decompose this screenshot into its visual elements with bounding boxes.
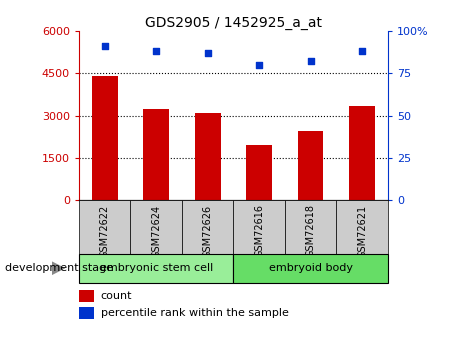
Text: GSM72624: GSM72624	[151, 204, 161, 257]
Polygon shape	[52, 262, 65, 275]
Text: embryonic stem cell: embryonic stem cell	[100, 263, 213, 273]
Text: embryoid body: embryoid body	[269, 263, 353, 273]
Bar	[336, 200, 388, 254]
Text: percentile rank within the sample: percentile rank within the sample	[101, 308, 289, 318]
Text: GSM72626: GSM72626	[202, 204, 213, 257]
Bar	[143, 109, 169, 200]
Title: GDS2905 / 1452925_a_at: GDS2905 / 1452925_a_at	[145, 16, 322, 30]
Bar	[195, 113, 221, 200]
Bar	[79, 290, 94, 302]
Point	[359, 49, 366, 54]
Text: development stage: development stage	[5, 263, 113, 273]
Bar	[349, 106, 375, 200]
Bar	[246, 145, 272, 200]
Text: GSM72621: GSM72621	[357, 204, 367, 257]
Point	[152, 49, 160, 54]
Bar	[79, 307, 94, 319]
Point	[256, 62, 263, 68]
Bar	[285, 200, 336, 254]
Bar	[182, 200, 234, 254]
Bar	[130, 200, 182, 254]
Text: GSM72622: GSM72622	[100, 204, 110, 258]
Text: GSM72618: GSM72618	[306, 204, 316, 257]
Bar	[298, 131, 323, 200]
Bar	[79, 200, 130, 254]
Bar	[79, 254, 234, 283]
Point	[204, 50, 211, 56]
Point	[101, 43, 108, 49]
Bar	[92, 76, 118, 200]
Bar	[234, 200, 285, 254]
Text: GSM72616: GSM72616	[254, 204, 264, 257]
Text: count: count	[101, 291, 132, 301]
Bar	[234, 254, 388, 283]
Point	[307, 59, 314, 64]
